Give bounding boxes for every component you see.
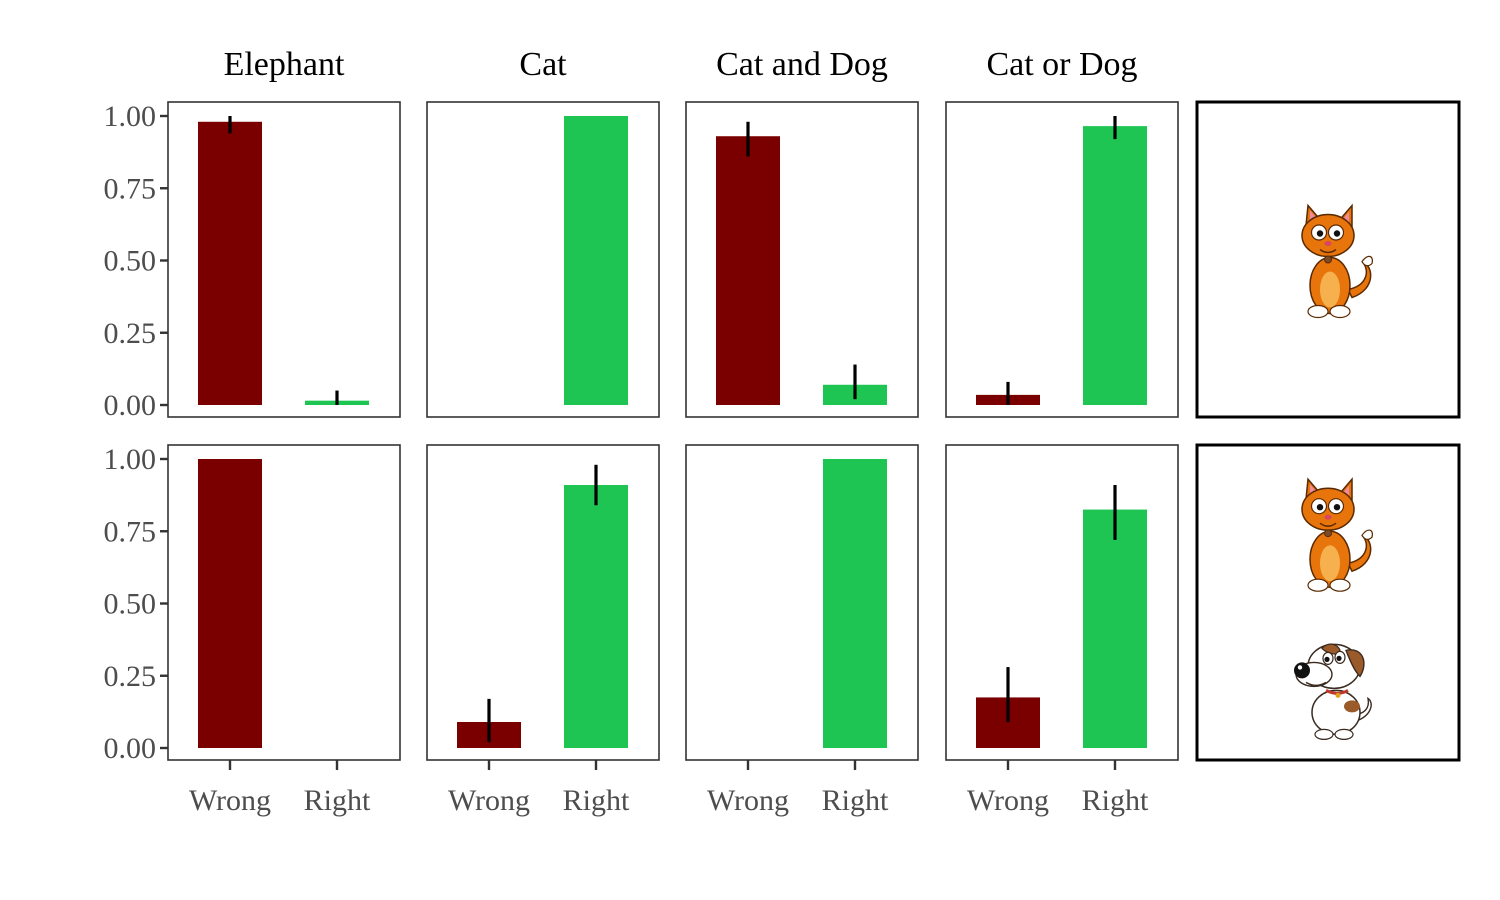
bars-layer [198, 116, 1147, 748]
cat-icon [1301, 477, 1373, 592]
panel-frames [167, 100, 1461, 762]
y-tick-label: 0.50 [104, 245, 157, 278]
bar-wrong [716, 136, 780, 406]
bar-right [564, 116, 628, 405]
y-tick-label: 0.25 [104, 660, 157, 693]
y-tick-label: 0.75 [104, 515, 157, 548]
x-tick-label: Wrong [448, 784, 530, 817]
error-bars-layer [228, 116, 1117, 743]
x-tick-label: Wrong [967, 784, 1049, 817]
text-layer: Elephant Cat Cat and Dog Cat or Dog 0.00 0.25… [104, 46, 1150, 817]
dog-icon [1294, 643, 1372, 741]
x-tick-label: Wrong [707, 784, 789, 817]
scene-images-layer [1294, 203, 1373, 741]
axes-layer [160, 114, 1117, 770]
x-tick-label: Right [563, 784, 630, 817]
bar-right [1083, 509, 1147, 748]
facet-title: Cat [519, 46, 567, 83]
y-tick-label: 0.00 [104, 389, 157, 422]
x-tick-label: Right [304, 784, 371, 817]
y-tick-label: 0.75 [104, 172, 157, 205]
x-tick-label: Right [822, 784, 889, 817]
bar-wrong [198, 459, 262, 748]
bar-right [1083, 126, 1147, 406]
y-tick-label: 0.25 [104, 317, 157, 350]
x-tick-label: Wrong [189, 784, 271, 817]
cat-icon [1301, 203, 1373, 319]
facet-title: Cat and Dog [716, 46, 888, 83]
y-tick-label: 0.00 [104, 732, 157, 765]
bar-wrong [198, 121, 262, 405]
y-tick-label: 1.00 [104, 100, 157, 133]
bar-right [564, 485, 628, 748]
x-tick-label: Right [1082, 784, 1149, 817]
facet-title: Elephant [224, 46, 345, 83]
bar-right [823, 459, 887, 748]
facet-title: Cat or Dog [986, 46, 1137, 83]
y-tick-label: 1.00 [104, 443, 157, 476]
y-tick-label: 0.50 [104, 588, 157, 621]
